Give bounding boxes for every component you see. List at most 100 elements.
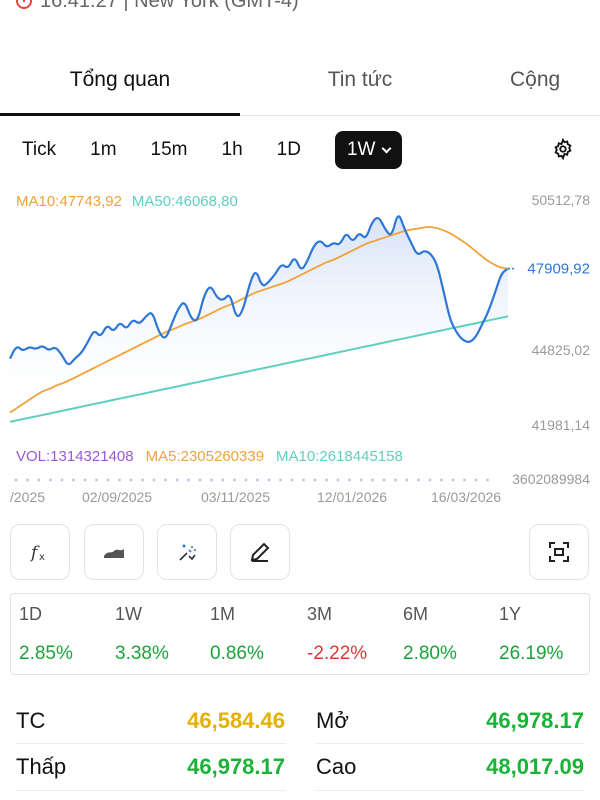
volume-bar (37, 478, 41, 482)
timeframe-1d[interactable]: 1D (276, 139, 301, 160)
timeframe-1m[interactable]: 1m (90, 139, 117, 160)
volume-bar (83, 478, 87, 482)
chevron-down-icon (381, 143, 392, 153)
perf-1w: 1W 3.38% (115, 604, 169, 665)
volume-bar (394, 478, 397, 482)
ma-legend: MA10:47743,92 MA50:46068,80 (16, 193, 238, 210)
volume-bar (49, 478, 52, 482)
performance-panel: 1D 2.85% 1W 3.38% 1M 0.86% 3M -2.22% 6M … (10, 593, 590, 675)
y-tick-label: 41981,14 (532, 417, 591, 433)
current-price-label: 47909,92 (527, 261, 590, 278)
perf-label: 3M (307, 604, 333, 624)
timeframe-1w-dropdown[interactable]: 1W (334, 131, 403, 169)
indicator-button[interactable]: f x (10, 524, 70, 580)
perf-1y: 1Y 26.19% (499, 604, 563, 665)
open-price-label: Mở (316, 708, 349, 733)
tab-overview[interactable]: Tổng quan (0, 44, 240, 116)
volume-bar (198, 478, 202, 482)
low-price-label: Thấp (16, 754, 67, 779)
y-tick-label: 50512,78 (532, 192, 591, 208)
clock-icon (16, 0, 32, 9)
divider (316, 743, 584, 744)
chart-tools: f x (0, 524, 600, 584)
volume-bar (359, 478, 363, 482)
volume-bar (118, 478, 121, 482)
draw-button[interactable] (230, 524, 290, 580)
x-tick-label: 02/09/2025 (82, 489, 152, 505)
volume-bar (302, 478, 305, 482)
volume-bar (210, 478, 213, 482)
price-line (9, 215, 510, 366)
volume-bar (72, 478, 75, 482)
chart-type-button[interactable] (84, 524, 144, 580)
x-tick-label: /2025 (10, 489, 45, 505)
volume-bar (336, 478, 340, 482)
volume-bar (129, 478, 133, 482)
volume-legend: VOL:1314321408 MA5:2305260339 MA10:26184… (16, 448, 403, 465)
volume-bar (14, 478, 18, 482)
volume-bar (325, 478, 328, 482)
volume-bar (279, 478, 282, 482)
perf-label: 1W (115, 604, 142, 624)
volume-bar (221, 478, 225, 482)
perf-value: 2.80% (403, 643, 457, 664)
volume-bar (152, 478, 156, 482)
perf-3m: 3M -2.22% (307, 604, 367, 665)
x-tick-label: 12/01/2026 (317, 489, 387, 505)
volume-bar (417, 478, 420, 482)
area-chart-icon (104, 549, 124, 558)
volume-max-label: 3602089984 (512, 471, 590, 487)
svg-text:f: f (29, 543, 40, 563)
volume-bar (371, 478, 374, 482)
volume-bar (428, 478, 432, 482)
fullscreen-icon (549, 542, 569, 562)
fullscreen-button[interactable] (529, 524, 589, 580)
open-price-value: 46,978.17 (486, 708, 584, 733)
ai-analysis-button[interactable] (157, 524, 217, 580)
timeframe-tick[interactable]: Tick (22, 139, 57, 160)
perf-6m: 6M 2.80% (403, 604, 457, 665)
perf-value: 0.86% (210, 643, 264, 664)
ma50-legend: MA50:46068,80 (131, 193, 238, 210)
price-chart[interactable]: 50512,78 47909,92 44825,02 41981,14 36020899… (0, 180, 600, 510)
volume-bar (440, 478, 443, 482)
volume-bar (451, 478, 455, 482)
volume-bar (187, 478, 190, 482)
volume-bar (474, 478, 478, 482)
quote-row-2: Thấp 46,978.17 Cao 48,017.09 (0, 746, 600, 790)
timeframe-1h[interactable]: 1h (221, 139, 243, 160)
divider (16, 743, 286, 744)
volume-legend-vol: VOL:1314321408 (16, 448, 134, 465)
gear-icon[interactable] (552, 138, 574, 160)
svg-text:x: x (39, 552, 45, 563)
perf-label: 6M (403, 604, 429, 624)
perf-label: 1Y (499, 604, 522, 624)
perf-value: 26.19% (499, 643, 564, 664)
volume-bar (106, 478, 110, 482)
high-price-label: Cao (316, 754, 357, 779)
volume-bar (95, 478, 98, 482)
volume-bar (141, 478, 144, 482)
divider (16, 790, 286, 791)
volume-bar (463, 478, 466, 482)
perf-label: 1D (19, 604, 43, 624)
volume-bar (60, 478, 64, 482)
ma50-line (9, 315, 509, 423)
tab-news[interactable]: Tin tức (327, 67, 393, 91)
tab-community[interactable]: Cộng (510, 67, 561, 91)
magic-wand-icon (179, 544, 196, 561)
volume-bar (233, 478, 236, 482)
low-price-value: 46,978.17 (187, 754, 285, 779)
reference-price-label: TC (16, 708, 46, 733)
y-tick-label: 44825,02 (532, 342, 591, 358)
volume-bar (175, 478, 179, 482)
volume-bar (267, 478, 271, 482)
perf-value: 3.38% (115, 643, 169, 664)
timeframe-selector: Tick 1m 15m 1h 1D 1W (0, 128, 600, 172)
ma10-line (9, 226, 509, 414)
volume-bar (348, 478, 351, 482)
volume-bar (486, 478, 489, 482)
ma10-legend: MA10:47743,92 (16, 193, 122, 210)
timeframe-15m[interactable]: 15m (150, 139, 188, 160)
divider (316, 790, 584, 791)
